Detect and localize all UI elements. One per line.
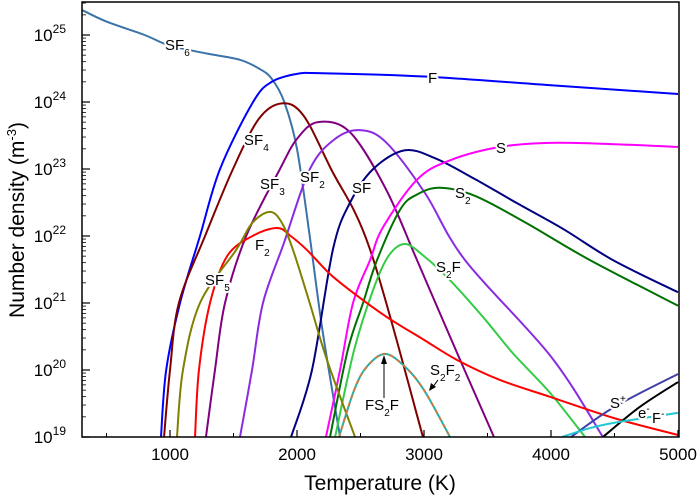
axis-ticks: 1000 2000 3000 4000 5000 1019 1020 1021 1022 1023… <box>34 2 697 464</box>
series-line-fminus <box>561 411 679 437</box>
series-label: F2 <box>255 237 270 259</box>
series-label: SF4 <box>244 132 269 154</box>
y-axis-label-unit-exp: -3 <box>4 129 19 141</box>
series-line-s2f2 <box>338 352 451 437</box>
x-tick-label: 4000 <box>532 445 570 464</box>
series-label: SF6 <box>165 37 190 59</box>
x-tick-label: 5000 <box>659 445 697 464</box>
series-line-sf5 <box>175 210 356 437</box>
y-axis-label: Number density (m-3) <box>4 122 29 318</box>
y-axis-label-close: ) <box>6 122 29 129</box>
series-label: S2F <box>436 259 461 281</box>
series-line-sf6 <box>82 8 342 437</box>
x-tick-label: 2000 <box>278 445 316 464</box>
y-tick-label: 1021 <box>34 290 67 313</box>
series-line-sf <box>290 148 679 437</box>
series-label: SF5 <box>205 272 230 294</box>
series-line-sf2 <box>238 129 604 437</box>
series-layer <box>82 8 679 437</box>
s2f2-arrowhead <box>429 383 436 391</box>
series-line-sf3 <box>204 120 495 437</box>
fs2f-arrowhead <box>381 355 387 364</box>
series-line-sf4 <box>163 102 424 437</box>
series-line-s <box>324 141 679 437</box>
series-label: FS2F <box>365 397 399 419</box>
series-label: SF2 <box>300 169 325 191</box>
series-label: F <box>428 70 437 87</box>
y-axis-label-text: Number density (m <box>6 141 29 318</box>
series-label: SF3 <box>260 176 285 198</box>
y-tick-label: 1019 <box>34 424 67 447</box>
series-label: S2 <box>455 185 471 207</box>
x-tick-label: 3000 <box>405 445 443 464</box>
series-label: S2F2 <box>430 362 461 384</box>
series-label: S+ <box>610 394 626 412</box>
series-label: F- <box>652 409 665 427</box>
x-tick-label: 1000 <box>151 445 189 464</box>
y-tick-label: 1024 <box>34 89 67 112</box>
series-label: SF <box>352 180 371 197</box>
series-line-f <box>159 71 679 437</box>
series-line-s2f <box>334 243 586 437</box>
y-tick-label: 1020 <box>34 357 67 380</box>
x-axis-label: Temperature (K) <box>304 472 456 495</box>
y-tick-label: 1022 <box>34 223 67 246</box>
plot-frame <box>81 1 680 438</box>
y-tick-label: 1023 <box>34 156 67 179</box>
series-label: S <box>496 140 506 157</box>
series-line-eminus <box>602 381 679 437</box>
series-line-splus <box>570 373 679 437</box>
series-line-s2 <box>329 186 679 437</box>
y-tick-label: 1025 <box>34 22 67 45</box>
series-labels: SF6 F SF4 SF3 SF2 SF S S2 S2F F2 SF5 FS2F S2F2 S+ e-F- <box>163 35 667 429</box>
series-label: e- <box>638 404 650 422</box>
